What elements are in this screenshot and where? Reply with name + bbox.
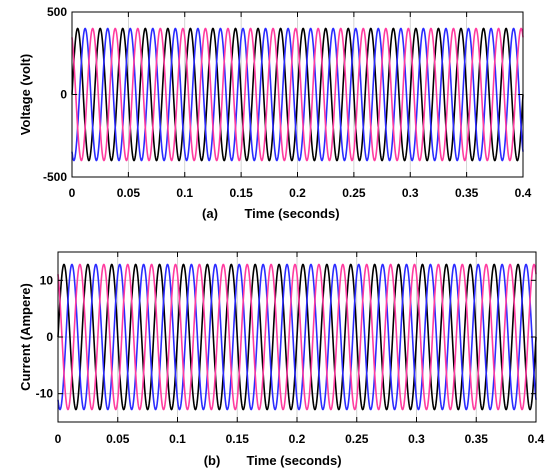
current-x-tick-label: 0.35 xyxy=(465,432,489,446)
current-x-tick-label: 0.4 xyxy=(528,432,545,446)
voltage-y-axis-label: Voltage (volt) xyxy=(18,54,33,135)
current-chart-panel: 0 0.05 0.1 0.15 0.2 0.25 0.3 0.35 0.4 -10 0 10 Curre… xyxy=(18,251,545,468)
voltage-x-tick-label: 0.05 xyxy=(117,186,141,200)
voltage-y-tick-label: 500 xyxy=(47,5,67,19)
current-y-axis-label: Current (Ampere) xyxy=(18,283,33,391)
current-panel-caption: (b) xyxy=(204,453,221,468)
voltage-x-tick-label: 0.2 xyxy=(289,186,306,200)
voltage-y-tick-label: 0 xyxy=(60,88,67,102)
voltage-x-tick-label: 0.35 xyxy=(455,186,479,200)
current-x-axis-label: Time (seconds) xyxy=(246,453,341,468)
voltage-x-tick-label: 0 xyxy=(69,186,76,200)
current-series-3-line xyxy=(57,263,537,411)
voltage-chart-panel: 0 0.05 0.1 0.15 0.2 0.25 0.3 0.35 0.4-5000500Vol… xyxy=(18,5,532,221)
voltage-x-tick-label: 0.25 xyxy=(342,186,366,200)
voltage-x-tick-label: 0.3 xyxy=(402,186,419,200)
voltage-x-tick-label: 0.1 xyxy=(176,186,193,200)
current-y-tick-label: 10 xyxy=(40,273,54,287)
current-series-2-line xyxy=(57,263,537,411)
current-x-tick-label: 0 xyxy=(55,432,62,446)
current-x-tick-label: 0.1 xyxy=(169,432,186,446)
current-y-tick-label: 0 xyxy=(46,330,53,344)
current-x-tick-label: 0.05 xyxy=(106,432,130,446)
current-x-tick-label: 0.2 xyxy=(289,432,306,446)
current-series-1-line xyxy=(57,263,537,411)
voltage-series-3-line xyxy=(71,27,524,162)
current-x-tick-label: 0.3 xyxy=(408,432,425,446)
voltage-series-1-line xyxy=(71,27,524,162)
current-x-tick-label: 0.15 xyxy=(226,432,250,446)
voltage-x-tick-label: 0.15 xyxy=(229,186,253,200)
voltage-y-tick-label: -500 xyxy=(43,170,67,184)
current-x-tick-label: 0.25 xyxy=(345,432,369,446)
current-y-tick-label: -10 xyxy=(36,387,54,401)
voltage-panel-caption: (a) xyxy=(202,206,218,221)
voltage-series-2-line xyxy=(71,27,524,162)
voltage-x-axis-label: Time (seconds) xyxy=(244,206,339,221)
voltage-x-tick-label: 0.4 xyxy=(515,186,532,200)
